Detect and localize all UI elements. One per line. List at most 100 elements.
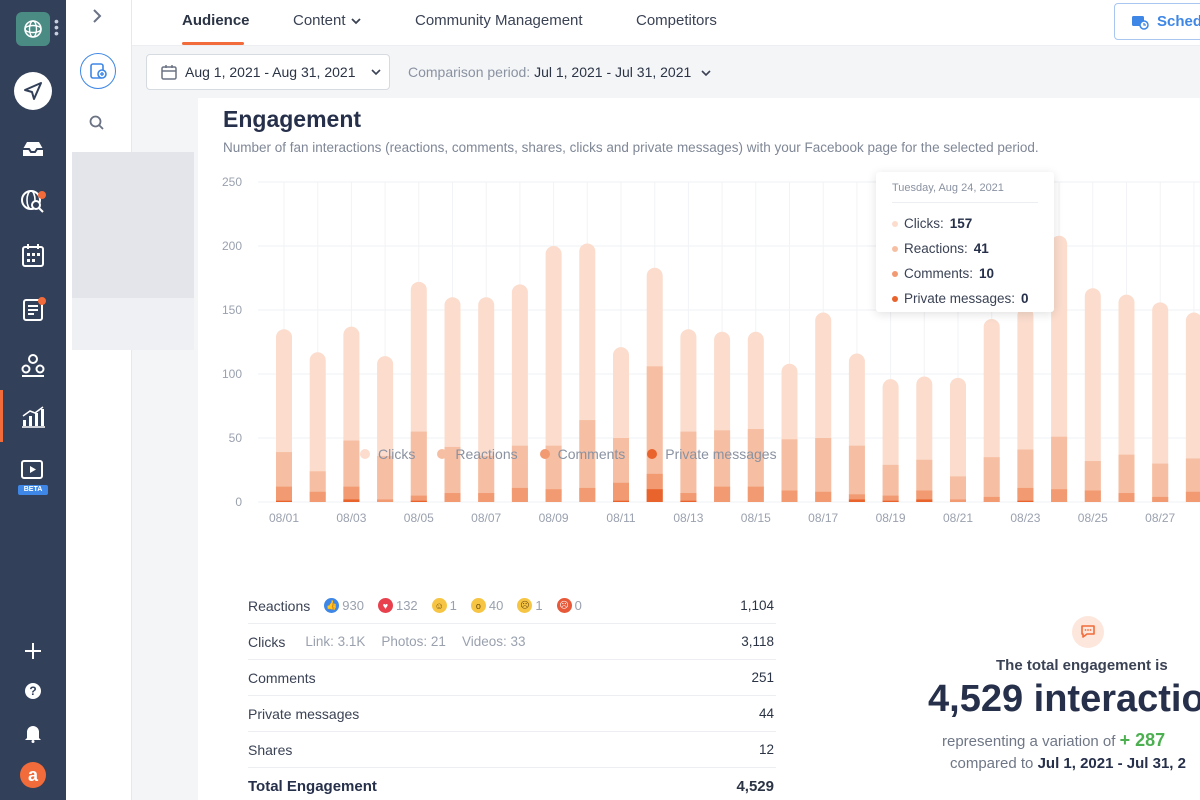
bar-comments	[714, 486, 731, 502]
bar-comments	[343, 486, 360, 502]
tab-community-management[interactable]: Community Management	[415, 12, 583, 29]
publish-send-icon[interactable]	[14, 72, 52, 110]
reaction-count: 132	[395, 598, 418, 613]
chat-bubble-icon	[1072, 616, 1104, 648]
bar-comments	[478, 493, 495, 502]
schedule-button[interactable]: Schedu	[1114, 3, 1200, 40]
bar-clicks	[950, 377, 966, 502]
sad-reaction: ☹ 1	[517, 598, 543, 613]
bar-reactions	[983, 457, 1000, 502]
video-icon[interactable]	[18, 454, 48, 484]
team-users-icon[interactable]	[18, 350, 48, 380]
reaction-count: 1	[535, 598, 543, 613]
x-tick-label: 08/21	[943, 511, 973, 525]
app-logo-icon[interactable]	[16, 12, 50, 46]
legend-item[interactable]: Comments	[539, 446, 625, 462]
reaction-count: 40	[488, 598, 504, 613]
search-icon[interactable]	[88, 114, 108, 134]
date-range-value: Aug 1, 2021 - Aug 31, 2021	[185, 64, 356, 80]
legend-label: Private messages	[665, 446, 777, 462]
clicks-videos: Videos: 33	[461, 634, 526, 649]
y-tick-label: 150	[222, 303, 242, 317]
analytics-icon[interactable]	[18, 402, 48, 432]
beta-badge: BETA	[18, 485, 48, 495]
table-row-shares: Shares 12	[248, 732, 776, 768]
table-row-reactions: Reactions 👍 930 ♥ 132 ☺ 1 o 40 ☹ 1 ☹ 0 1,104	[248, 588, 776, 624]
inbox-icon[interactable]	[18, 134, 48, 164]
summary-comparison: compared to Jul 1, 2021 - Jul 31, 2	[950, 755, 1186, 772]
tab-content[interactable]: Content	[293, 12, 361, 29]
calendar-icon[interactable]	[18, 240, 48, 270]
bar-reactions	[950, 476, 966, 502]
tab-content-label: Content	[293, 12, 346, 29]
row-label: Reactions	[248, 597, 311, 614]
bar-comments	[916, 490, 933, 502]
reactions-total: 1,104	[740, 598, 774, 613]
comparison-period-selector[interactable]: Comparison period: Jul 1, 2021 - Jul 31,…	[408, 64, 711, 80]
tab-audience[interactable]: Audience	[182, 12, 250, 29]
comparison-range: Jul 1, 2021 - Jul 31, 2021	[534, 64, 692, 80]
legend-swatch	[647, 449, 658, 459]
tab-competitors[interactable]: Competitors	[636, 12, 717, 29]
date-range-picker[interactable]: Aug 1, 2021 - Aug 31, 2021	[146, 54, 390, 90]
private-total: 44	[758, 706, 774, 721]
active-indicator	[0, 390, 3, 442]
notification-badge	[38, 191, 46, 199]
clicks-total: 3,118	[741, 634, 774, 649]
legend-swatch	[539, 449, 550, 459]
schedule-icon	[1132, 15, 1149, 30]
legend-item[interactable]: Clicks	[360, 446, 415, 462]
profile-list-placeholder[interactable]	[72, 298, 194, 350]
profile-list-placeholder[interactable]	[72, 152, 194, 298]
tasks-clipboard-icon[interactable]	[18, 294, 48, 324]
bar-reactions	[579, 420, 596, 502]
add-profile-icon[interactable]	[80, 53, 116, 89]
bar-comments	[1152, 496, 1169, 502]
summary-variation: representing a variation of + 287	[942, 730, 1165, 751]
tooltip-label: Comments:	[904, 266, 974, 281]
expand-chevron-icon[interactable]	[90, 8, 110, 30]
legend-label: Reactions	[455, 446, 518, 462]
reaction-count: 0	[574, 598, 582, 613]
bar-reactions	[781, 439, 798, 502]
legend-item[interactable]: Reactions	[437, 446, 518, 462]
bar-comments	[781, 490, 798, 502]
row-label: Comments	[248, 669, 316, 686]
row-label: Total Engagement	[248, 777, 377, 795]
wow-icon: o	[470, 598, 486, 613]
add-icon[interactable]	[18, 636, 48, 666]
bar-comments	[276, 486, 292, 502]
help-icon[interactable]: ?	[18, 676, 48, 706]
bar-clicks	[983, 318, 1000, 502]
legend-swatch	[437, 449, 448, 459]
angry-reaction: ☹ 0	[556, 598, 582, 613]
bar-private-messages	[343, 499, 360, 502]
reaction-count: 1	[449, 598, 457, 613]
x-tick-label: 08/01	[269, 511, 299, 525]
tooltip-label: Clicks:	[904, 216, 944, 231]
x-tick-label: 08/07	[471, 511, 501, 525]
social-listening-icon[interactable]	[18, 186, 48, 216]
user-avatar[interactable]: a	[20, 762, 46, 788]
x-tick-label: 08/03	[336, 511, 366, 525]
main-rail: • • • BETA ? a	[0, 0, 66, 800]
comparison-label: Comparison period:	[408, 64, 531, 80]
bar-comments	[309, 491, 326, 502]
legend-item[interactable]: Private messages	[647, 446, 777, 462]
bar-comments	[1185, 491, 1200, 502]
tooltip-value: 157	[949, 216, 973, 231]
shares-total: 12	[758, 742, 774, 757]
like-icon: 👍	[324, 598, 340, 613]
y-tick-label: 50	[229, 431, 243, 445]
tooltip-row: Comments: 10	[892, 261, 1038, 286]
chart-tooltip: Tuesday, Aug 24, 2021 Clicks: 157 Reactio…	[876, 172, 1054, 312]
bar-private-messages	[848, 499, 865, 502]
notifications-bell-icon[interactable]	[18, 718, 48, 748]
more-vertical-icon[interactable]: • • •	[54, 13, 59, 41]
x-tick-label: 08/09	[539, 511, 569, 525]
bar-private-messages	[1017, 500, 1034, 502]
clicks-link: Link: 3.1K	[305, 634, 366, 649]
x-tick-label: 08/05	[404, 511, 434, 525]
bar-private-messages	[613, 500, 629, 502]
